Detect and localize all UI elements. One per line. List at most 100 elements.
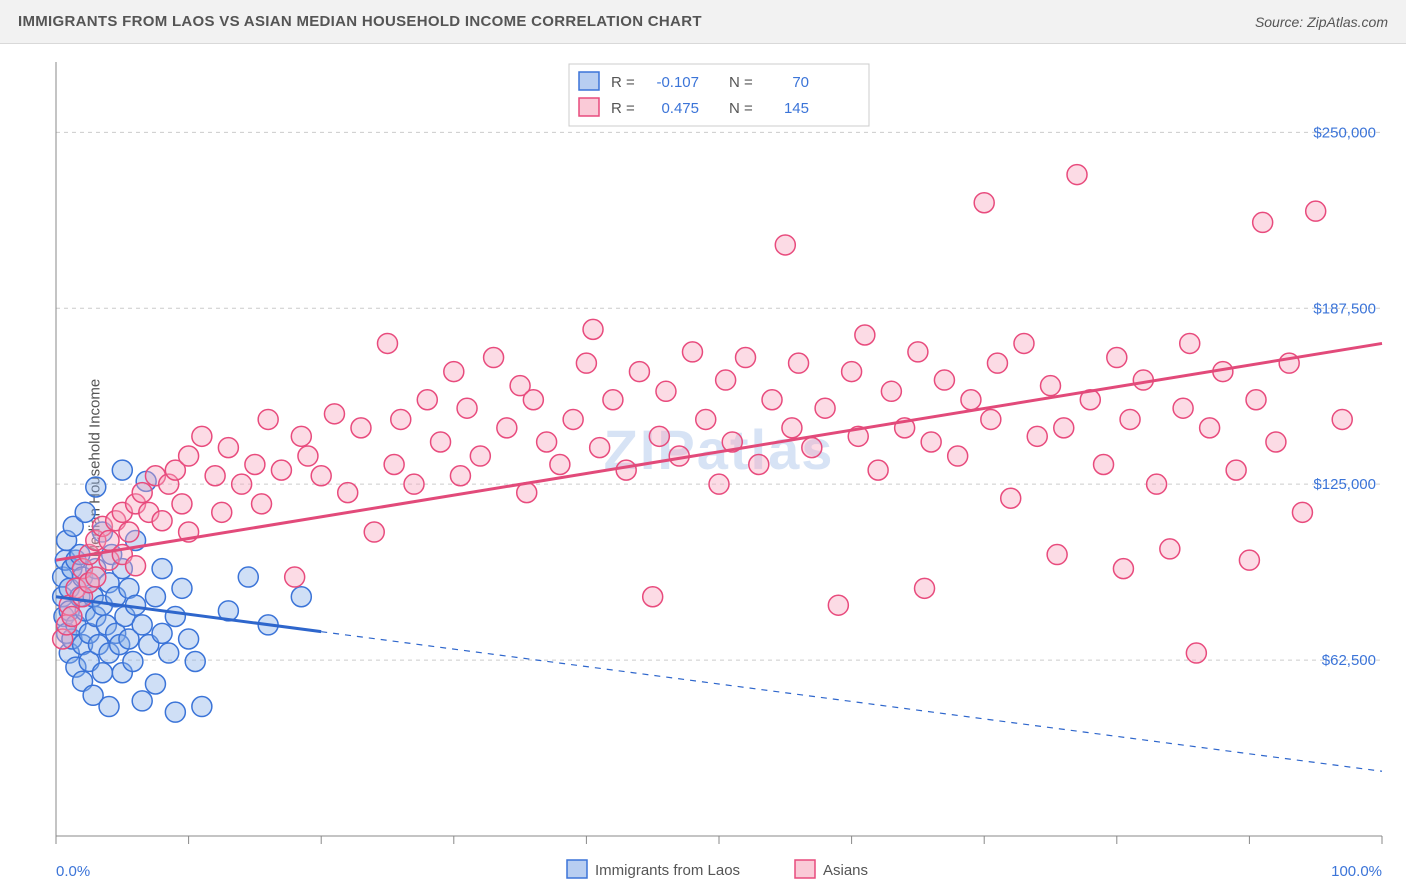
data-point: [1047, 545, 1067, 565]
y-tick-label: $125,000: [1313, 476, 1376, 493]
legend-swatch: [579, 98, 599, 116]
data-point: [1180, 333, 1200, 353]
data-point: [1113, 559, 1133, 579]
data-point: [782, 418, 802, 438]
data-point: [165, 702, 185, 722]
data-point: [92, 663, 112, 683]
legend-n-label: N =: [729, 74, 753, 91]
x-tick-label: 100.0%: [1331, 863, 1382, 880]
data-point: [649, 426, 669, 446]
data-point: [855, 325, 875, 345]
data-point: [391, 409, 411, 429]
data-point: [152, 623, 172, 643]
data-point: [179, 446, 199, 466]
chart-title: IMMIGRANTS FROM LAOS VS ASIAN MEDIAN HOU…: [18, 13, 702, 30]
y-tick-label: $250,000: [1313, 124, 1376, 141]
trendline-laos-dashed: [321, 632, 1382, 772]
data-point: [815, 398, 835, 418]
data-point: [165, 606, 185, 626]
data-point: [132, 615, 152, 635]
data-point: [218, 438, 238, 458]
data-point: [775, 235, 795, 255]
data-point: [1292, 502, 1312, 522]
legend-n-label: N =: [729, 100, 753, 117]
data-point: [1147, 474, 1167, 494]
legend-n-value: 70: [792, 74, 809, 91]
data-point: [709, 474, 729, 494]
data-point: [291, 587, 311, 607]
data-point: [145, 674, 165, 694]
data-point: [185, 651, 205, 671]
data-point: [232, 474, 252, 494]
data-point: [245, 454, 265, 474]
data-point: [338, 483, 358, 503]
data-point: [696, 409, 716, 429]
data-point: [915, 578, 935, 598]
data-point: [311, 466, 331, 486]
data-point: [1186, 643, 1206, 663]
scatter-plot: ZIPatlas$62,500$125,000$187,500$250,0000…: [0, 44, 1406, 892]
data-point: [378, 333, 398, 353]
data-point: [152, 511, 172, 531]
data-point: [629, 362, 649, 382]
data-point: [298, 446, 318, 466]
data-point: [123, 651, 143, 671]
data-point: [1253, 212, 1273, 232]
data-point: [192, 697, 212, 717]
data-point: [1173, 398, 1193, 418]
series-legend-swatch: [567, 860, 587, 878]
data-point: [444, 362, 464, 382]
data-point: [616, 460, 636, 480]
data-point: [1246, 390, 1266, 410]
data-point: [749, 454, 769, 474]
legend-r-value: 0.475: [661, 100, 699, 117]
data-point: [364, 522, 384, 542]
data-point: [682, 342, 702, 362]
data-point: [961, 390, 981, 410]
chart-area: Median Household Income ZIPatlas$62,500$…: [0, 44, 1406, 892]
data-point: [126, 556, 146, 576]
data-point: [537, 432, 557, 452]
y-tick-label: $62,500: [1322, 652, 1376, 669]
data-point: [1014, 333, 1034, 353]
data-point: [112, 460, 132, 480]
data-point: [1107, 348, 1127, 368]
data-point: [716, 370, 736, 390]
data-point: [1001, 488, 1021, 508]
data-point: [1200, 418, 1220, 438]
data-point: [271, 460, 291, 480]
data-point: [384, 454, 404, 474]
series-legend-label: Asians: [823, 862, 868, 879]
data-point: [179, 629, 199, 649]
series-legend-swatch: [795, 860, 815, 878]
data-point: [324, 404, 344, 424]
data-point: [497, 418, 517, 438]
data-point: [238, 567, 258, 587]
series-legend-label: Immigrants from Laos: [595, 862, 740, 879]
data-point: [842, 362, 862, 382]
legend-r-label: R =: [611, 100, 635, 117]
data-point: [132, 691, 152, 711]
data-point: [987, 353, 1007, 373]
data-point: [1226, 460, 1246, 480]
data-point: [417, 390, 437, 410]
x-tick-label: 0.0%: [56, 863, 90, 880]
data-point: [828, 595, 848, 615]
data-point: [258, 409, 278, 429]
data-point: [789, 353, 809, 373]
y-tick-label: $187,500: [1313, 300, 1376, 317]
data-point: [404, 474, 424, 494]
data-point: [145, 587, 165, 607]
data-point: [881, 381, 901, 401]
data-point: [1067, 165, 1087, 185]
data-point: [62, 606, 82, 626]
data-point: [1306, 201, 1326, 221]
series-asians: [53, 165, 1353, 663]
data-point: [99, 697, 119, 717]
data-point: [291, 426, 311, 446]
data-point: [152, 559, 172, 579]
legend-n-value: 145: [784, 100, 809, 117]
legend-swatch: [579, 72, 599, 90]
data-point: [603, 390, 623, 410]
data-point: [205, 466, 225, 486]
